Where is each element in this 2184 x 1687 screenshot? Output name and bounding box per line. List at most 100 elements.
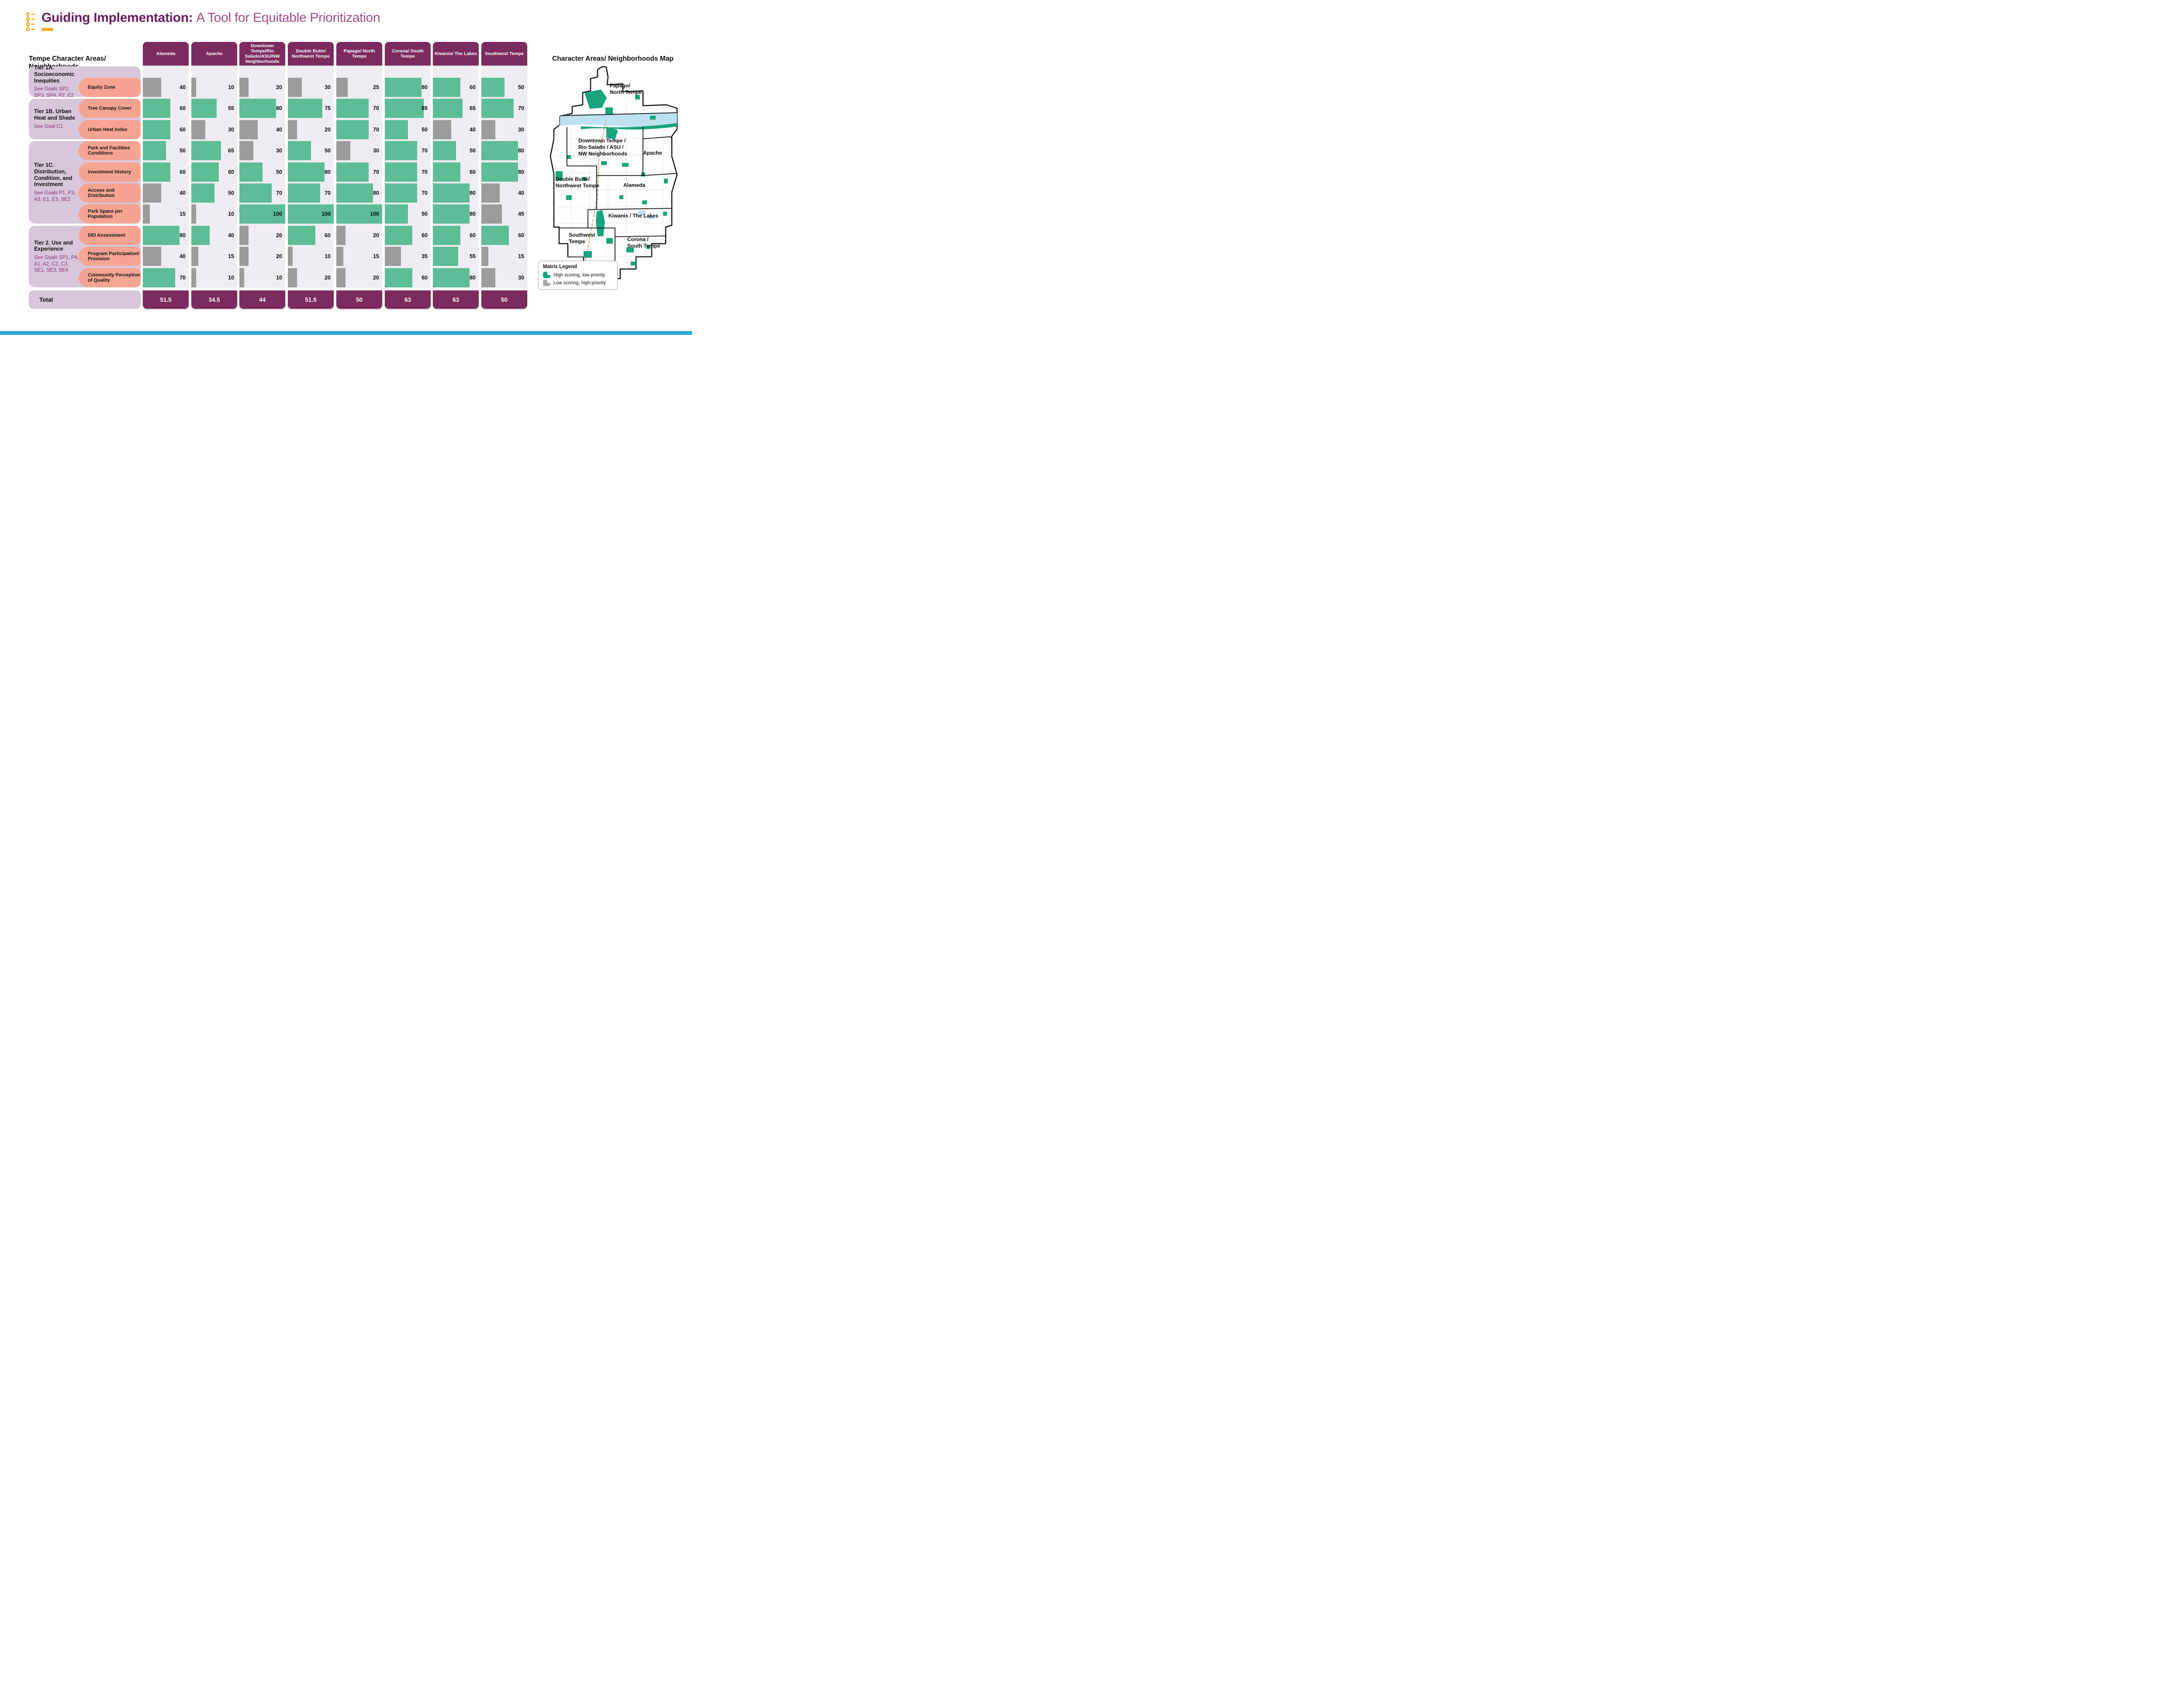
- tier-1a-goals: See Goals SP2, SP3, SP4, P2, E2: [34, 86, 74, 98]
- score-bar-low: [336, 247, 343, 266]
- score-value: 80: [180, 232, 186, 238]
- score-value: 10: [276, 275, 282, 281]
- metric-chip: Urban Heat Index: [79, 120, 141, 139]
- score-value: 30: [518, 127, 524, 133]
- score-bar-high: [143, 141, 166, 160]
- score-bar-low: [239, 268, 244, 287]
- score-bar-low: [385, 247, 401, 266]
- column-total: 63: [385, 290, 431, 309]
- score-bar-low: [143, 204, 150, 224]
- score-value: 50: [228, 190, 234, 196]
- score-bar-high: [433, 204, 470, 224]
- score-value: 70: [373, 105, 379, 111]
- score-value: 10: [325, 253, 331, 259]
- score-value: 60: [422, 275, 428, 281]
- score-value: 55: [470, 253, 476, 259]
- score-bar-high: [481, 141, 518, 160]
- score-bar-low: [481, 268, 495, 287]
- score-value: 80: [373, 190, 379, 196]
- score-value: 70: [325, 190, 331, 196]
- score-value: 50: [325, 148, 331, 154]
- title-underline-accent: [41, 28, 53, 31]
- score-value: 10: [228, 84, 234, 90]
- score-value: 20: [276, 253, 282, 259]
- score-bar-high: [336, 204, 382, 224]
- score-value: 15: [228, 253, 234, 259]
- score-bar-low: [143, 183, 161, 203]
- score-value: 80: [518, 148, 524, 154]
- score-value: 20: [373, 232, 379, 238]
- score-value: 40: [180, 190, 186, 196]
- score-bar-high: [385, 78, 422, 97]
- score-value: 40: [180, 253, 186, 259]
- metric-chip: Investment History: [79, 162, 141, 182]
- score-bar-high: [481, 162, 518, 182]
- tier-1c-goals: See Goals P1, P3, A3, E1, E3, SE2: [34, 190, 76, 202]
- score-value: 20: [276, 84, 282, 90]
- score-bar-high: [385, 120, 408, 139]
- score-value: 80: [325, 169, 331, 175]
- column-header: Corona/ South Tempe: [385, 42, 431, 66]
- score-bar-high: [143, 99, 170, 118]
- score-bar-low: [288, 268, 297, 287]
- score-bar-high: [239, 204, 285, 224]
- score-value: 35: [422, 253, 428, 259]
- score-value: 10: [228, 211, 234, 217]
- score-bar-low: [336, 268, 346, 287]
- score-value: 30: [228, 127, 234, 133]
- metric-chip: Park and Facilities Conditions: [79, 141, 141, 160]
- score-bar-high: [481, 78, 505, 97]
- score-bar-high: [143, 162, 170, 182]
- score-bar-low: [191, 78, 196, 97]
- legend-label-high: High scoring, low-priority: [553, 272, 605, 278]
- map-label-apache: Apache: [643, 150, 662, 156]
- score-value: 60: [180, 105, 186, 111]
- score-bar-high: [385, 99, 424, 118]
- score-bar-low: [288, 120, 297, 139]
- column-header: Apache: [191, 42, 237, 66]
- score-value: 75: [325, 105, 331, 111]
- score-bar-low: [143, 78, 161, 97]
- score-value: 80: [470, 211, 476, 217]
- river-greenway: [581, 123, 677, 130]
- column-total: 34.5: [191, 290, 237, 309]
- score-value: 70: [422, 190, 428, 196]
- footer-accent-bar: [0, 331, 692, 335]
- railroad-line: [583, 119, 607, 270]
- score-value: 80: [470, 190, 476, 196]
- score-bar-high: [191, 226, 210, 245]
- score-value: 20: [325, 127, 331, 133]
- column-header: Double Butte/ Northwest Tempe: [288, 42, 334, 66]
- score-bar-high: [143, 226, 180, 245]
- tier-2-goals: See Goals SP1, P4, A1, A2, C2, C3, SE1, …: [34, 255, 79, 273]
- column-header: Alameda: [143, 42, 189, 66]
- score-bar-high: [433, 247, 458, 266]
- score-bar-high: [191, 141, 221, 160]
- score-value: 60: [180, 169, 186, 175]
- score-bar-high: [433, 78, 460, 97]
- tier-1c-title: Tier 1C. Distribution, Condition, and In…: [34, 162, 73, 188]
- score-value: 50: [422, 127, 428, 133]
- score-bar-high: [385, 183, 417, 203]
- score-bar-high: [143, 268, 175, 287]
- page-title-bold: Guiding Implementation:: [41, 10, 193, 25]
- score-value: 70: [276, 190, 282, 196]
- score-bar-low: [288, 247, 293, 266]
- metric-chip: Community Perception of Quality: [79, 268, 141, 287]
- score-bar-low: [239, 120, 258, 139]
- tier-1b-title: Tier 1B. Urban Heat and Shade: [34, 108, 75, 121]
- tier-1b-goals: See Goal C1: [34, 124, 63, 129]
- score-value: 60: [228, 169, 234, 175]
- score-value: 60: [470, 84, 476, 90]
- score-bar-high: [385, 204, 408, 224]
- metric-chip: Program Participation/ Provision: [79, 247, 141, 266]
- score-value: 10: [228, 275, 234, 281]
- score-value: 50: [518, 84, 524, 90]
- score-bar-high: [385, 226, 412, 245]
- column-total: 44: [239, 290, 285, 309]
- metric-chip: Access and Distribution: [79, 183, 141, 203]
- score-bar-low: [191, 268, 196, 287]
- score-bar-high: [433, 226, 460, 245]
- tier-2-title: Tier 2. Use and Experience: [34, 239, 73, 252]
- score-bar-high: [288, 226, 315, 245]
